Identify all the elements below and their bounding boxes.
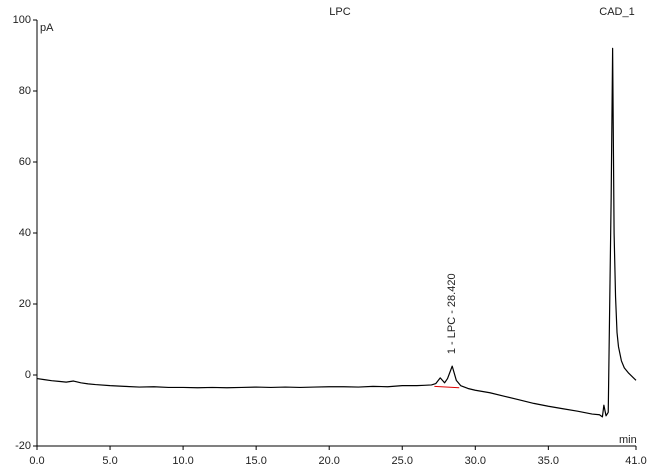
- y-tick-label: 100: [13, 14, 31, 26]
- x-tick-label: 20.0: [318, 455, 339, 467]
- integration-baseline: [434, 385, 460, 389]
- y-tick-label: 0: [25, 369, 31, 381]
- x-tick-label: 10.0: [172, 455, 193, 467]
- x-tick-label: 41.0: [625, 455, 646, 467]
- x-tick-label: 0.0: [29, 455, 44, 467]
- x-tick-label: 15.0: [245, 455, 266, 467]
- x-tick-label: 30.0: [465, 455, 486, 467]
- y-axis-label: pA: [40, 22, 54, 34]
- trace-line: [36, 47, 637, 418]
- x-tick-label: 5.0: [102, 455, 117, 467]
- peak-annotation: 1 - LPC - 28.420: [446, 273, 458, 354]
- y-tick-label: 80: [19, 85, 31, 97]
- x-axis-label: min: [619, 434, 637, 446]
- x-tick-label: 25.0: [392, 455, 413, 467]
- chart-title: LPC: [329, 6, 350, 18]
- y-tick-label: 40: [19, 227, 31, 239]
- x-tick-label: 35.0: [538, 455, 559, 467]
- y-tick-label: 20: [19, 298, 31, 310]
- channel-label: CAD_1: [599, 6, 634, 18]
- y-tick-label: -20: [15, 440, 31, 452]
- y-tick-label: 60: [19, 156, 31, 168]
